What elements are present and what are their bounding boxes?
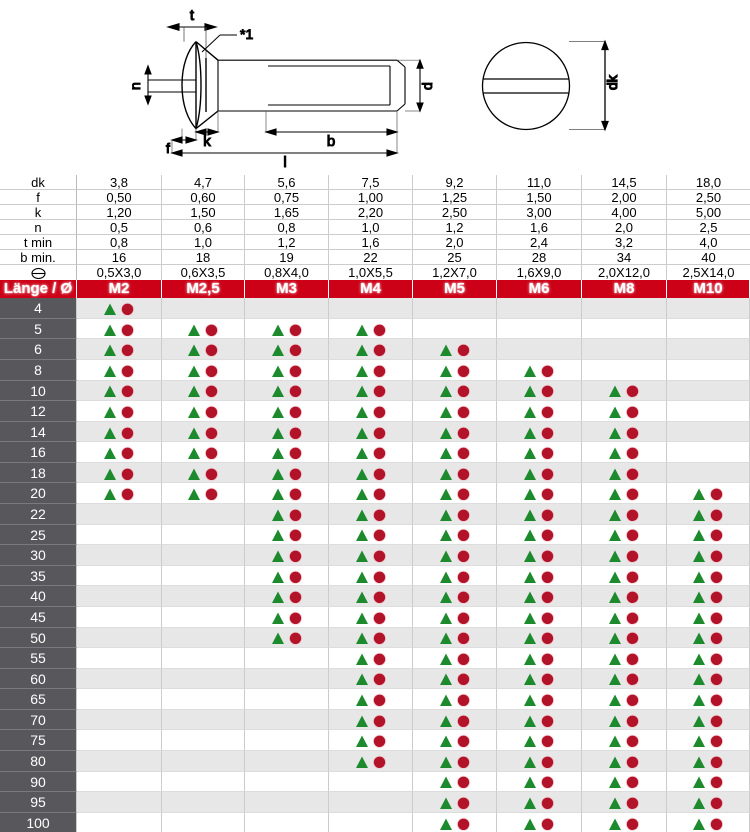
svg-text:d: d: [419, 82, 435, 90]
svg-text:k: k: [203, 133, 211, 150]
svg-text:f: f: [166, 140, 170, 156]
svg-text:dk: dk: [604, 74, 620, 90]
svg-text:l: l: [283, 154, 286, 171]
svg-text:t: t: [190, 7, 195, 24]
svg-text:b: b: [327, 133, 335, 150]
svg-text:n: n: [127, 82, 143, 90]
svg-text:*1: *1: [240, 26, 253, 42]
